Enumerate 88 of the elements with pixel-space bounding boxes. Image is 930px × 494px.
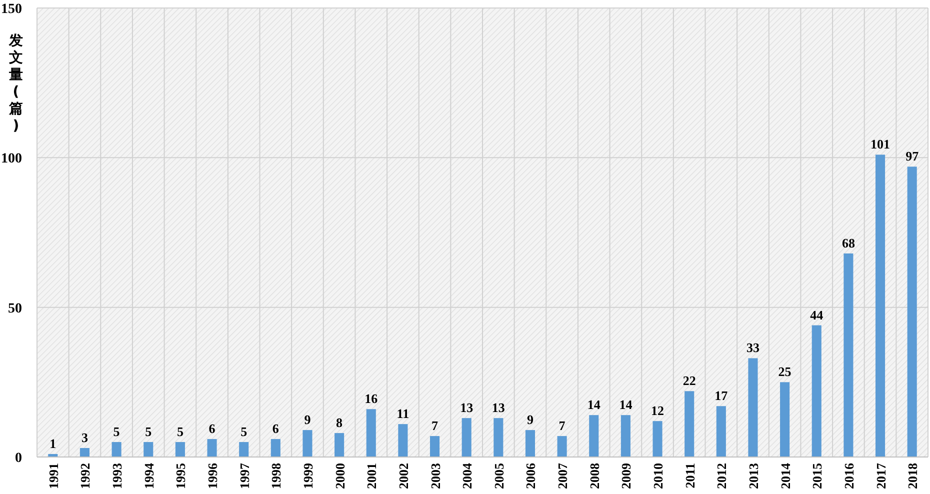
bar	[780, 382, 790, 457]
bar	[525, 430, 536, 457]
y-tick-label: 150	[1, 2, 22, 17]
bar	[270, 439, 280, 457]
bar	[684, 391, 694, 457]
x-tick-label: 1998	[268, 462, 284, 489]
data-label: 14	[619, 397, 633, 412]
data-label: 44	[810, 307, 824, 322]
bar	[494, 418, 504, 457]
data-label: 12	[651, 403, 664, 418]
data-label: 8	[336, 415, 344, 430]
bar	[875, 154, 886, 457]
x-tick-label: 2009	[618, 462, 634, 489]
bar	[462, 418, 472, 457]
x-tick-label: 1991	[46, 463, 61, 489]
x-tick-label: 2018	[905, 462, 920, 489]
x-tick-label: 2008	[586, 462, 602, 489]
x-tick-label: 1992	[78, 463, 93, 489]
x-tick-label: 2006	[523, 462, 538, 489]
bar	[334, 433, 344, 457]
x-tick-label: 2012	[714, 463, 730, 489]
bar	[144, 442, 154, 457]
data-label: 13	[492, 400, 506, 416]
data-label: 5	[113, 424, 120, 440]
x-tick-label: 2015	[810, 462, 825, 489]
data-label: 3	[81, 430, 88, 446]
bar	[748, 358, 758, 457]
data-label: 68	[842, 235, 856, 250]
bar	[812, 325, 822, 457]
data-label: 5	[240, 424, 248, 440]
x-tick-label: 1996	[205, 462, 220, 489]
bar	[557, 436, 567, 457]
data-label: 5	[176, 424, 184, 440]
data-label: 16	[364, 391, 378, 406]
y-tick-label: 100	[1, 152, 22, 167]
x-tick-label: 2013	[746, 462, 761, 489]
bar	[907, 166, 917, 457]
data-label: 9	[304, 412, 312, 428]
bar	[80, 448, 90, 457]
bar	[652, 421, 662, 457]
x-tick-label: 1995	[173, 462, 188, 489]
data-label: 1	[50, 436, 56, 452]
data-label: 25	[778, 364, 792, 380]
x-tick-label: 2005	[491, 462, 506, 489]
y-tick-label: 0	[15, 451, 22, 466]
bar	[844, 253, 854, 457]
data-label: 7	[558, 418, 566, 434]
x-tick-label: 1994	[141, 462, 156, 489]
x-tick-label: 2010	[650, 463, 666, 489]
x-tick-label: 2001	[364, 463, 380, 489]
bar	[207, 439, 217, 457]
y-axis-title: 发文量(篇)	[8, 33, 23, 134]
x-tick-label: 2003	[428, 462, 443, 489]
x-tick-label: 2014	[778, 462, 793, 489]
x-tick-label: 2007	[555, 462, 570, 489]
data-label: 22	[682, 373, 696, 388]
x-tick-label: 1997	[236, 462, 252, 489]
data-label: 9	[526, 412, 534, 428]
data-label: 33	[746, 340, 760, 356]
bar	[398, 424, 408, 457]
x-tick-label: 2016	[841, 462, 856, 489]
bar	[302, 430, 312, 457]
bar	[589, 415, 599, 457]
data-label: 7	[432, 418, 439, 434]
x-tick-label: 2004	[460, 462, 475, 489]
x-tick-label: 1993	[110, 462, 125, 489]
x-tick-label: 1999	[300, 462, 316, 489]
x-tick-label: 2000	[332, 463, 348, 489]
data-label: 14	[587, 397, 601, 412]
y-tick-label: 50	[8, 301, 22, 316]
data-label: 13	[460, 400, 474, 416]
x-tick-label: 2002	[396, 463, 411, 489]
bar	[366, 409, 376, 457]
x-tick-label: 2011	[682, 463, 698, 488]
data-label: 6	[272, 421, 280, 436]
data-label: 6	[208, 421, 216, 436]
bar	[430, 436, 440, 457]
data-label: 5	[145, 424, 152, 440]
data-label: 97	[906, 148, 920, 164]
bar	[112, 442, 122, 457]
data-label: 101	[870, 136, 890, 152]
data-label: 17	[714, 388, 728, 404]
bar	[620, 415, 630, 457]
bar	[716, 406, 726, 457]
data-label: 11	[396, 406, 410, 422]
bar	[239, 442, 249, 457]
bar	[175, 442, 185, 457]
x-tick-label: 2017	[873, 462, 888, 489]
